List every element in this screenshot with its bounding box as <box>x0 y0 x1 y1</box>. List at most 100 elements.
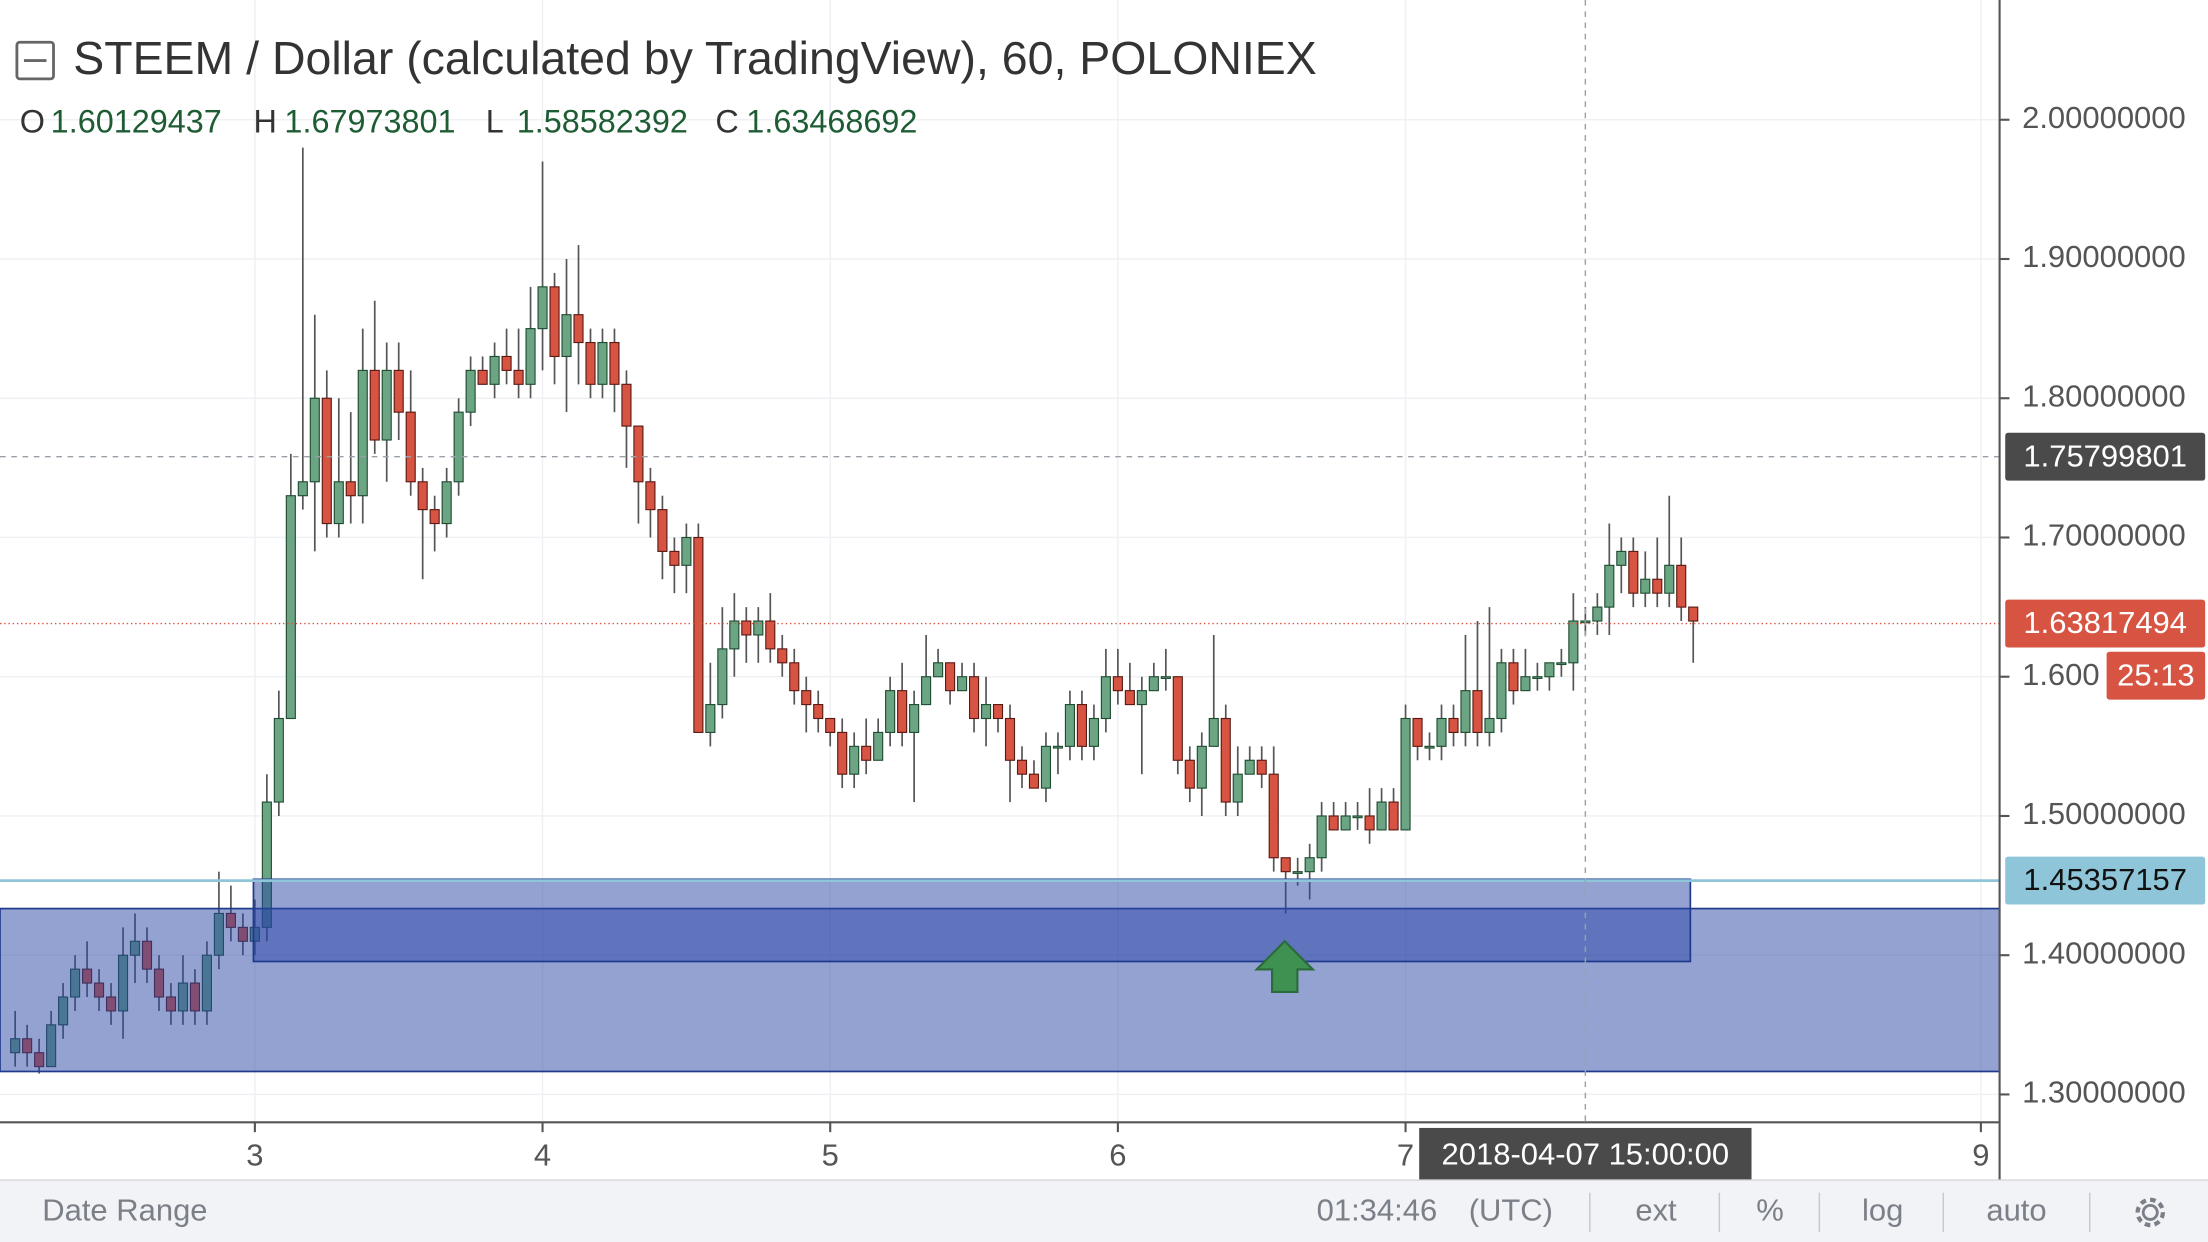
candle-body <box>1328 815 1339 831</box>
candle-body <box>1592 606 1603 622</box>
candle-body <box>1544 662 1555 678</box>
crosshair-price-label-bg <box>2005 432 2206 481</box>
candle-body <box>525 328 536 385</box>
timezone[interactable]: (UTC) <box>1469 1193 1553 1228</box>
x-tick-label: 6 <box>1109 1138 1126 1173</box>
candle-body <box>1616 550 1627 566</box>
candle-body <box>1676 564 1687 608</box>
candle-body <box>1424 745 1435 749</box>
y-tick-label: 1.600 <box>2022 657 2100 692</box>
candle-body <box>1460 690 1471 733</box>
candle-body <box>1172 676 1183 761</box>
candle-body <box>381 369 392 441</box>
candle-body <box>645 481 656 511</box>
candle-body <box>1136 690 1147 706</box>
header: STEEM / Dollar (calculated by TradingVie… <box>15 32 1317 139</box>
collapse-icon[interactable] <box>15 40 55 81</box>
ohlc-value: 1.63468692 <box>746 103 917 139</box>
candle-body <box>717 648 728 706</box>
candle-body <box>501 355 512 371</box>
candle-body <box>621 383 632 427</box>
candle-body <box>405 411 416 483</box>
candle-body <box>657 509 668 552</box>
ohlc-value: 1.60129437 <box>51 103 222 139</box>
candle-body <box>741 620 752 636</box>
last-price-label: 1.63817494 <box>2023 605 2187 640</box>
y-tick-label: 1.80000000 <box>2022 378 2186 413</box>
auto-button[interactable]: auto <box>1986 1193 2046 1228</box>
candle-body <box>1664 564 1675 594</box>
candle-body <box>1016 759 1028 775</box>
candle-body <box>1040 745 1052 789</box>
horizontal-line-label: 1.45357157 <box>2023 862 2187 897</box>
candle-body <box>777 648 788 664</box>
axes: 2.00000000 1.90000000 1.80000000 1.70000000… <box>246 100 2206 1181</box>
date-range-button[interactable]: Date Range <box>42 1193 207 1228</box>
arrow <box>1254 939 1316 994</box>
y-tick-label: 1.50000000 <box>2022 796 2186 831</box>
candle-body <box>1316 815 1327 859</box>
candle-body <box>1628 550 1639 594</box>
candle-body <box>1520 676 1531 692</box>
candle-body <box>1304 857 1315 873</box>
candle-body <box>1508 662 1519 692</box>
candle-body <box>273 717 284 803</box>
candle-body <box>1496 662 1507 720</box>
percent-button[interactable]: % <box>1756 1193 1784 1228</box>
candle-body <box>956 676 968 692</box>
candle-body <box>1376 801 1387 831</box>
candle-body <box>1400 717 1411 831</box>
candle-body <box>825 717 836 733</box>
candle-body <box>333 481 344 525</box>
candle-body <box>1256 759 1267 775</box>
ohlc-label: C <box>715 103 738 139</box>
candle-body <box>513 369 524 385</box>
candle-body <box>321 397 332 525</box>
candle-body <box>477 369 488 385</box>
candle-body <box>885 690 896 733</box>
candle-body <box>573 314 584 344</box>
candle-body <box>1340 815 1351 831</box>
candle-body <box>1052 745 1064 749</box>
candle-body <box>909 704 920 733</box>
candle-body <box>1064 704 1075 747</box>
candle-body <box>429 509 440 525</box>
candle-body <box>1532 676 1543 679</box>
candle-body <box>693 536 704 733</box>
y-tick-label: 1.70000000 <box>2022 518 2186 553</box>
clock: 01:34:46 <box>1317 1193 1438 1228</box>
candle-body <box>1412 717 1423 747</box>
candle-body <box>441 481 452 525</box>
candle-body <box>1280 857 1291 873</box>
candle-body <box>1388 801 1399 831</box>
chart-title: STEEM / Dollar (calculated by TradingVie… <box>73 32 1317 84</box>
settings-gear[interactable] <box>2135 1197 2166 1228</box>
candle-body <box>873 731 884 761</box>
ohlc-label: O <box>20 103 45 139</box>
candle-body <box>1220 717 1231 803</box>
candle-body <box>861 745 872 761</box>
ext-button[interactable]: ext <box>1635 1193 1677 1228</box>
candle-body <box>1112 676 1123 692</box>
candle-body <box>1652 578 1663 594</box>
candle-body <box>1232 773 1243 803</box>
candle-body <box>1160 676 1171 679</box>
candle-body <box>705 704 716 733</box>
candle-body <box>945 662 956 692</box>
candle-body <box>453 411 464 483</box>
candle-body <box>1208 717 1219 747</box>
candle-body <box>980 704 992 720</box>
candle-body <box>1364 815 1375 831</box>
candle-body <box>561 314 572 358</box>
candle-body <box>297 481 308 497</box>
candle-body <box>585 341 596 385</box>
candle-body <box>1124 690 1135 706</box>
candle-body <box>1268 773 1279 859</box>
candle-body <box>1604 564 1615 608</box>
candle-body <box>1472 690 1483 733</box>
log-button[interactable]: log <box>1862 1193 1903 1228</box>
candle-body <box>597 341 608 385</box>
ohlc-label: L <box>486 103 504 139</box>
y-tick-label: 2.00000000 <box>2022 100 2186 135</box>
